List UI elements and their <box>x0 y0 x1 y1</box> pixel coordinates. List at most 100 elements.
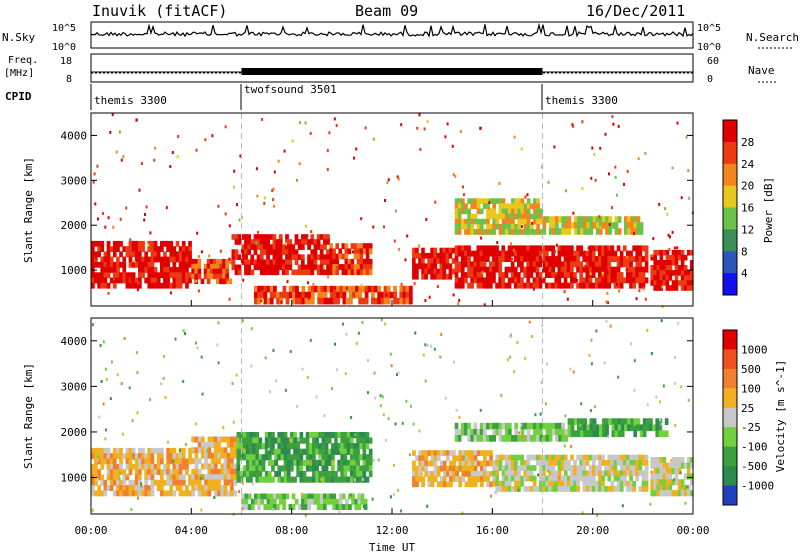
power-cell <box>514 229 518 235</box>
cpid-strip: CPID themis 3300 twofsound 3501 themis 3… <box>5 83 618 110</box>
velocity-cell <box>551 460 556 466</box>
velocity-cell <box>348 504 352 510</box>
velocity-cell <box>308 443 313 450</box>
velocity-xlabel: Time UT <box>369 541 416 554</box>
velocity-cell <box>539 454 543 461</box>
power-cell <box>532 256 537 262</box>
power-cell <box>510 250 515 257</box>
velocity-cell <box>169 447 174 454</box>
power-cell <box>557 261 562 268</box>
power-cell <box>345 297 350 305</box>
power-cell <box>619 250 624 257</box>
power-cell <box>607 282 612 289</box>
velocity-cell <box>290 437 294 444</box>
velocity-cell <box>242 448 247 455</box>
power-cell <box>485 250 490 257</box>
power-cell <box>532 277 537 284</box>
power-speckle <box>226 281 229 285</box>
power-cell <box>520 256 524 262</box>
power-cell <box>644 256 649 262</box>
power-cell <box>514 208 518 215</box>
velocity-cell <box>217 479 221 486</box>
velocity-speckle <box>123 337 126 340</box>
power-cell <box>275 244 280 250</box>
velocity-speckle <box>110 360 113 364</box>
velocity-cell <box>282 493 286 500</box>
power-cell <box>638 272 643 278</box>
velocity-cell <box>197 490 202 497</box>
velocity-cell <box>467 471 472 477</box>
velocity-cell <box>116 453 120 460</box>
power-cell <box>181 267 186 273</box>
velocity-cell <box>244 504 249 510</box>
power-cell <box>310 291 315 299</box>
velocity-cell <box>573 486 577 492</box>
power-cell <box>504 256 509 262</box>
velocity-cell <box>467 481 472 488</box>
velocity-cell <box>520 475 524 482</box>
power-cell <box>341 253 346 260</box>
velocity-cell <box>582 486 587 492</box>
power-cell <box>285 259 289 265</box>
power-cell <box>464 256 468 262</box>
velocity-cell <box>302 471 307 478</box>
power-cell <box>344 253 349 260</box>
power-cell <box>482 229 487 235</box>
velocity-cell <box>656 473 661 480</box>
velocity-cell <box>482 435 487 442</box>
velocity-cell <box>551 422 556 430</box>
velocity-cell <box>242 437 247 444</box>
power-cell <box>530 229 534 235</box>
power-cell <box>485 266 490 273</box>
velocity-cell <box>276 504 280 510</box>
velocity-cell <box>331 465 335 472</box>
power-speckle <box>454 174 457 178</box>
power-cell <box>680 270 685 276</box>
velocity-cell <box>321 437 326 444</box>
power-cell <box>300 254 305 260</box>
velocity-speckle <box>241 507 244 511</box>
power-speckle <box>616 193 618 197</box>
velocity-cell <box>638 486 643 492</box>
power-speckle <box>644 297 647 301</box>
power-cell <box>614 216 619 223</box>
power-cell <box>377 291 382 299</box>
power-cell <box>341 264 346 270</box>
velocity-cell <box>511 475 515 482</box>
velocity-cell <box>446 455 450 462</box>
velocity-cell <box>520 480 524 487</box>
velocity-cell <box>264 443 269 450</box>
power-cell <box>498 223 503 230</box>
velocity-speckle <box>130 508 133 512</box>
velocity-cell <box>337 476 341 483</box>
velocity-cell <box>217 474 221 481</box>
velocity-cell <box>226 463 231 470</box>
velocity-cell <box>252 443 256 450</box>
power-cell <box>418 263 422 270</box>
velocity-cell <box>100 458 105 465</box>
velocity-cell <box>585 470 590 477</box>
time-tick-label: 00:00 <box>74 524 107 537</box>
velocity-cell <box>166 469 170 476</box>
power-speckle <box>261 118 264 121</box>
velocity-cell <box>307 493 311 500</box>
velocity-cell <box>223 458 228 465</box>
freq-strip: Freq. [MHz] 18 8 60 0 Nave <box>4 53 778 85</box>
power-cell <box>551 261 555 268</box>
velocity-speckle <box>232 420 235 424</box>
velocity-cell <box>561 428 565 436</box>
power-cell <box>408 285 413 293</box>
velocity-cell <box>188 490 192 497</box>
velocity-cell <box>555 435 559 442</box>
power-cell <box>551 282 555 289</box>
power-cell <box>103 251 108 258</box>
velocity-cell <box>245 471 250 478</box>
velocity-colorbar-tick: -500 <box>741 460 768 473</box>
power-cell <box>332 264 336 270</box>
velocity-cell <box>507 460 512 466</box>
velocity-cell <box>520 460 524 466</box>
power-speckle <box>273 204 275 208</box>
velocity-cell <box>427 481 432 488</box>
power-cell <box>598 261 602 268</box>
velocity-speckle <box>167 440 169 444</box>
